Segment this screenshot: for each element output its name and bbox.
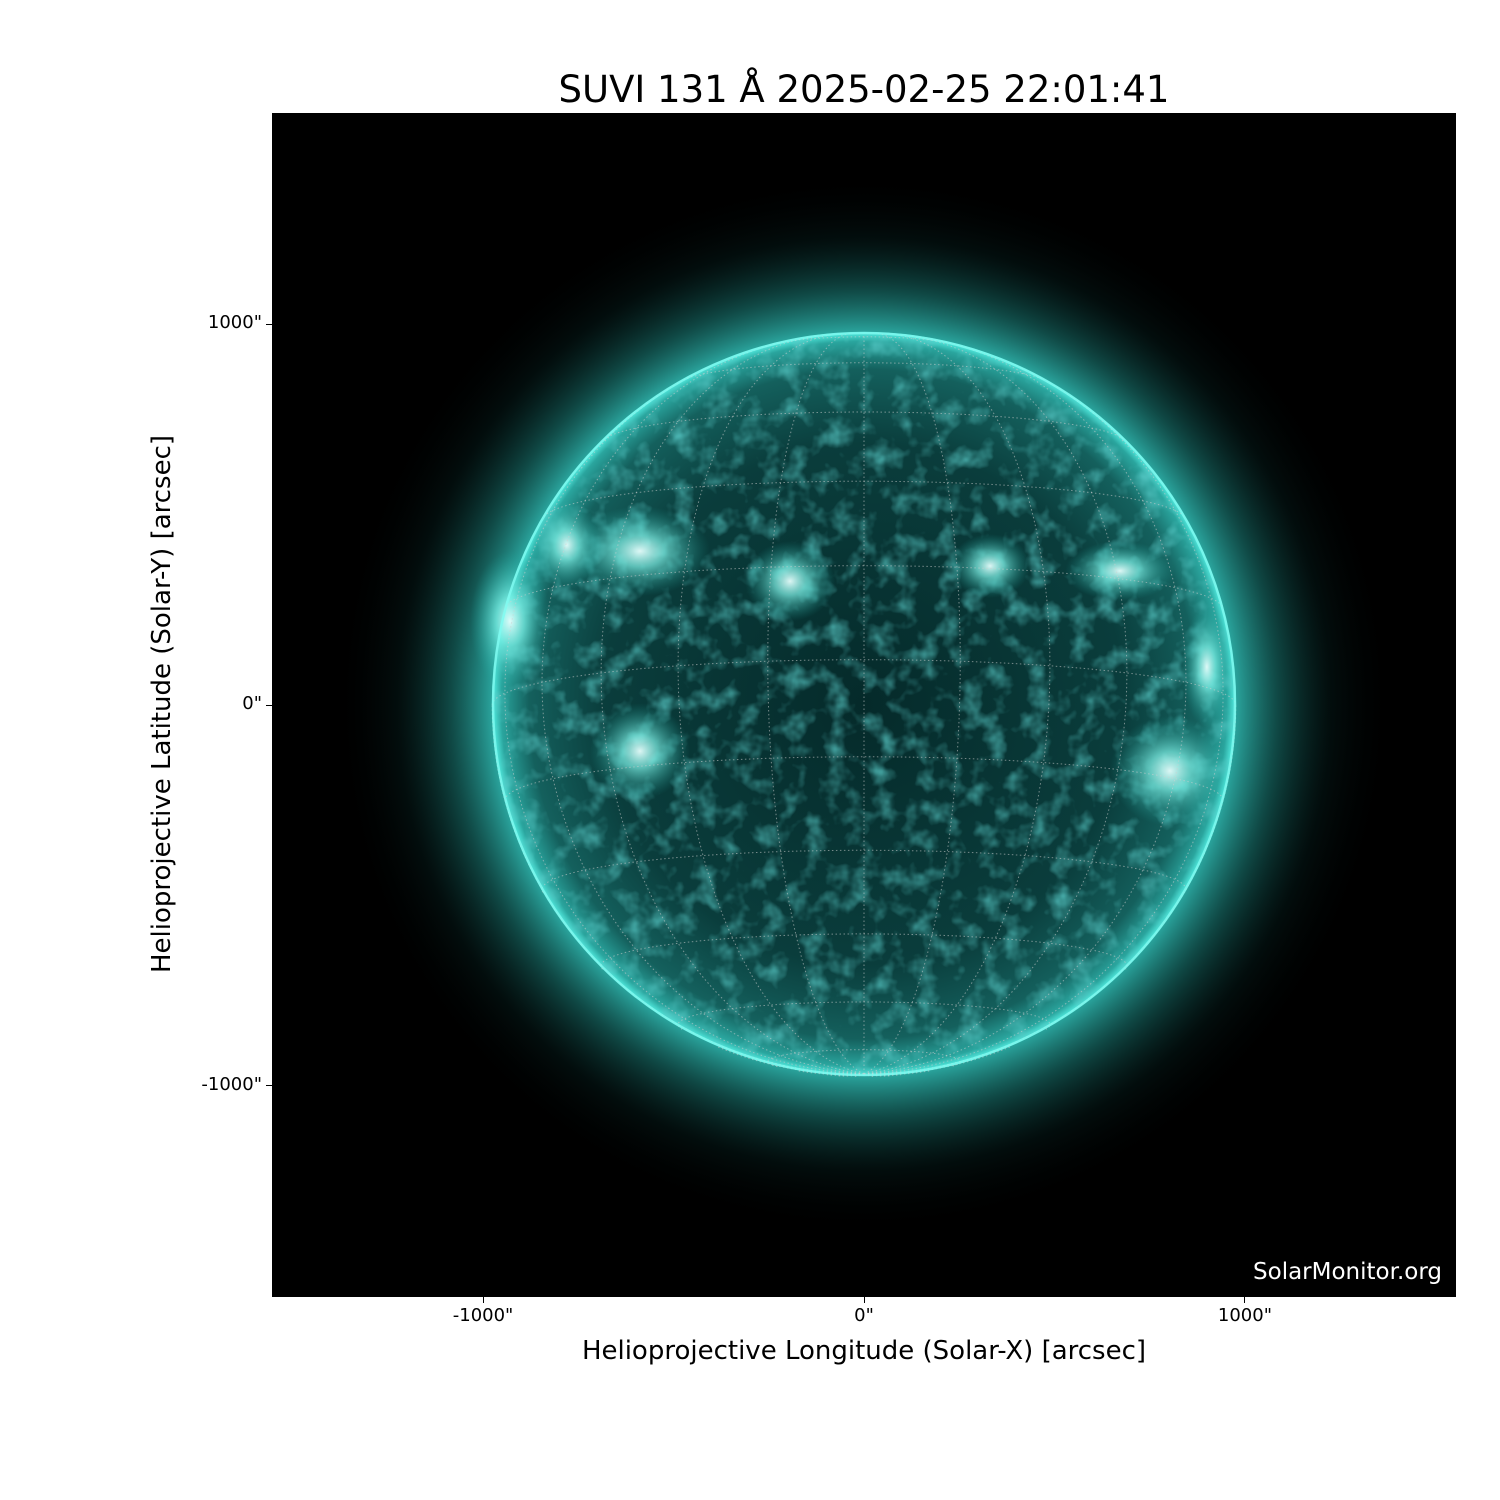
longitude-line: [863, 340, 1187, 1075]
latitude-line: [491, 659, 1237, 706]
x-tick-mark: [863, 1297, 865, 1303]
latitude-line: [504, 565, 1224, 609]
active-regions: [470, 500, 1232, 826]
latitude-line: [541, 849, 1187, 893]
solar-limb: [491, 331, 1237, 1077]
x-tick-label: 1000": [1217, 1305, 1272, 1326]
x-tick-label: 0": [854, 1305, 874, 1326]
y-axis-label: Helioprojective Latitude (Solar-Y) [arcs…: [147, 434, 177, 974]
active-region: [531, 500, 602, 590]
y-tick-mark: [266, 323, 272, 325]
chart-title: SUVI 131 Å 2025-02-25 22:01:41: [558, 68, 1170, 111]
active-region: [1181, 606, 1232, 727]
y-tick-label: 1000": [207, 312, 262, 334]
latitude-line: [603, 411, 1125, 441]
y-tick-mark: [266, 704, 272, 706]
active-region: [745, 541, 836, 622]
longitude-line: [767, 333, 865, 1075]
longitude-line: [797, 1070, 865, 1076]
solar-image: [334, 174, 1394, 1234]
latitude-line: [767, 1049, 961, 1068]
active-region: [590, 703, 690, 800]
watermark: SolarMonitor.org: [1253, 1259, 1442, 1285]
y-tick-label: -1000": [201, 1073, 262, 1095]
x-axis-label: Helioprojective Longitude (Solar-X) [arc…: [581, 1336, 1147, 1366]
active-region: [1109, 715, 1230, 826]
active-region: [950, 533, 1031, 598]
active-region: [570, 506, 710, 597]
longitude-line: [863, 335, 1128, 1075]
active-region: [470, 551, 551, 692]
y-tick-label: 0": [242, 693, 262, 714]
longitude-line: [863, 333, 961, 1075]
x-tick-mark: [482, 1297, 484, 1303]
longitude-line: [541, 340, 865, 1075]
y-tick-mark: [266, 1085, 272, 1087]
solar-image-axes: SolarMonitor.org: [272, 113, 1456, 1297]
x-tick-mark: [1244, 1297, 1246, 1303]
disk-texture: [492, 332, 1236, 1076]
x-tick-label: -1000": [452, 1305, 514, 1326]
active-region: [1065, 540, 1175, 601]
longitude-line: [600, 335, 865, 1075]
longitude-line: [863, 1070, 931, 1076]
